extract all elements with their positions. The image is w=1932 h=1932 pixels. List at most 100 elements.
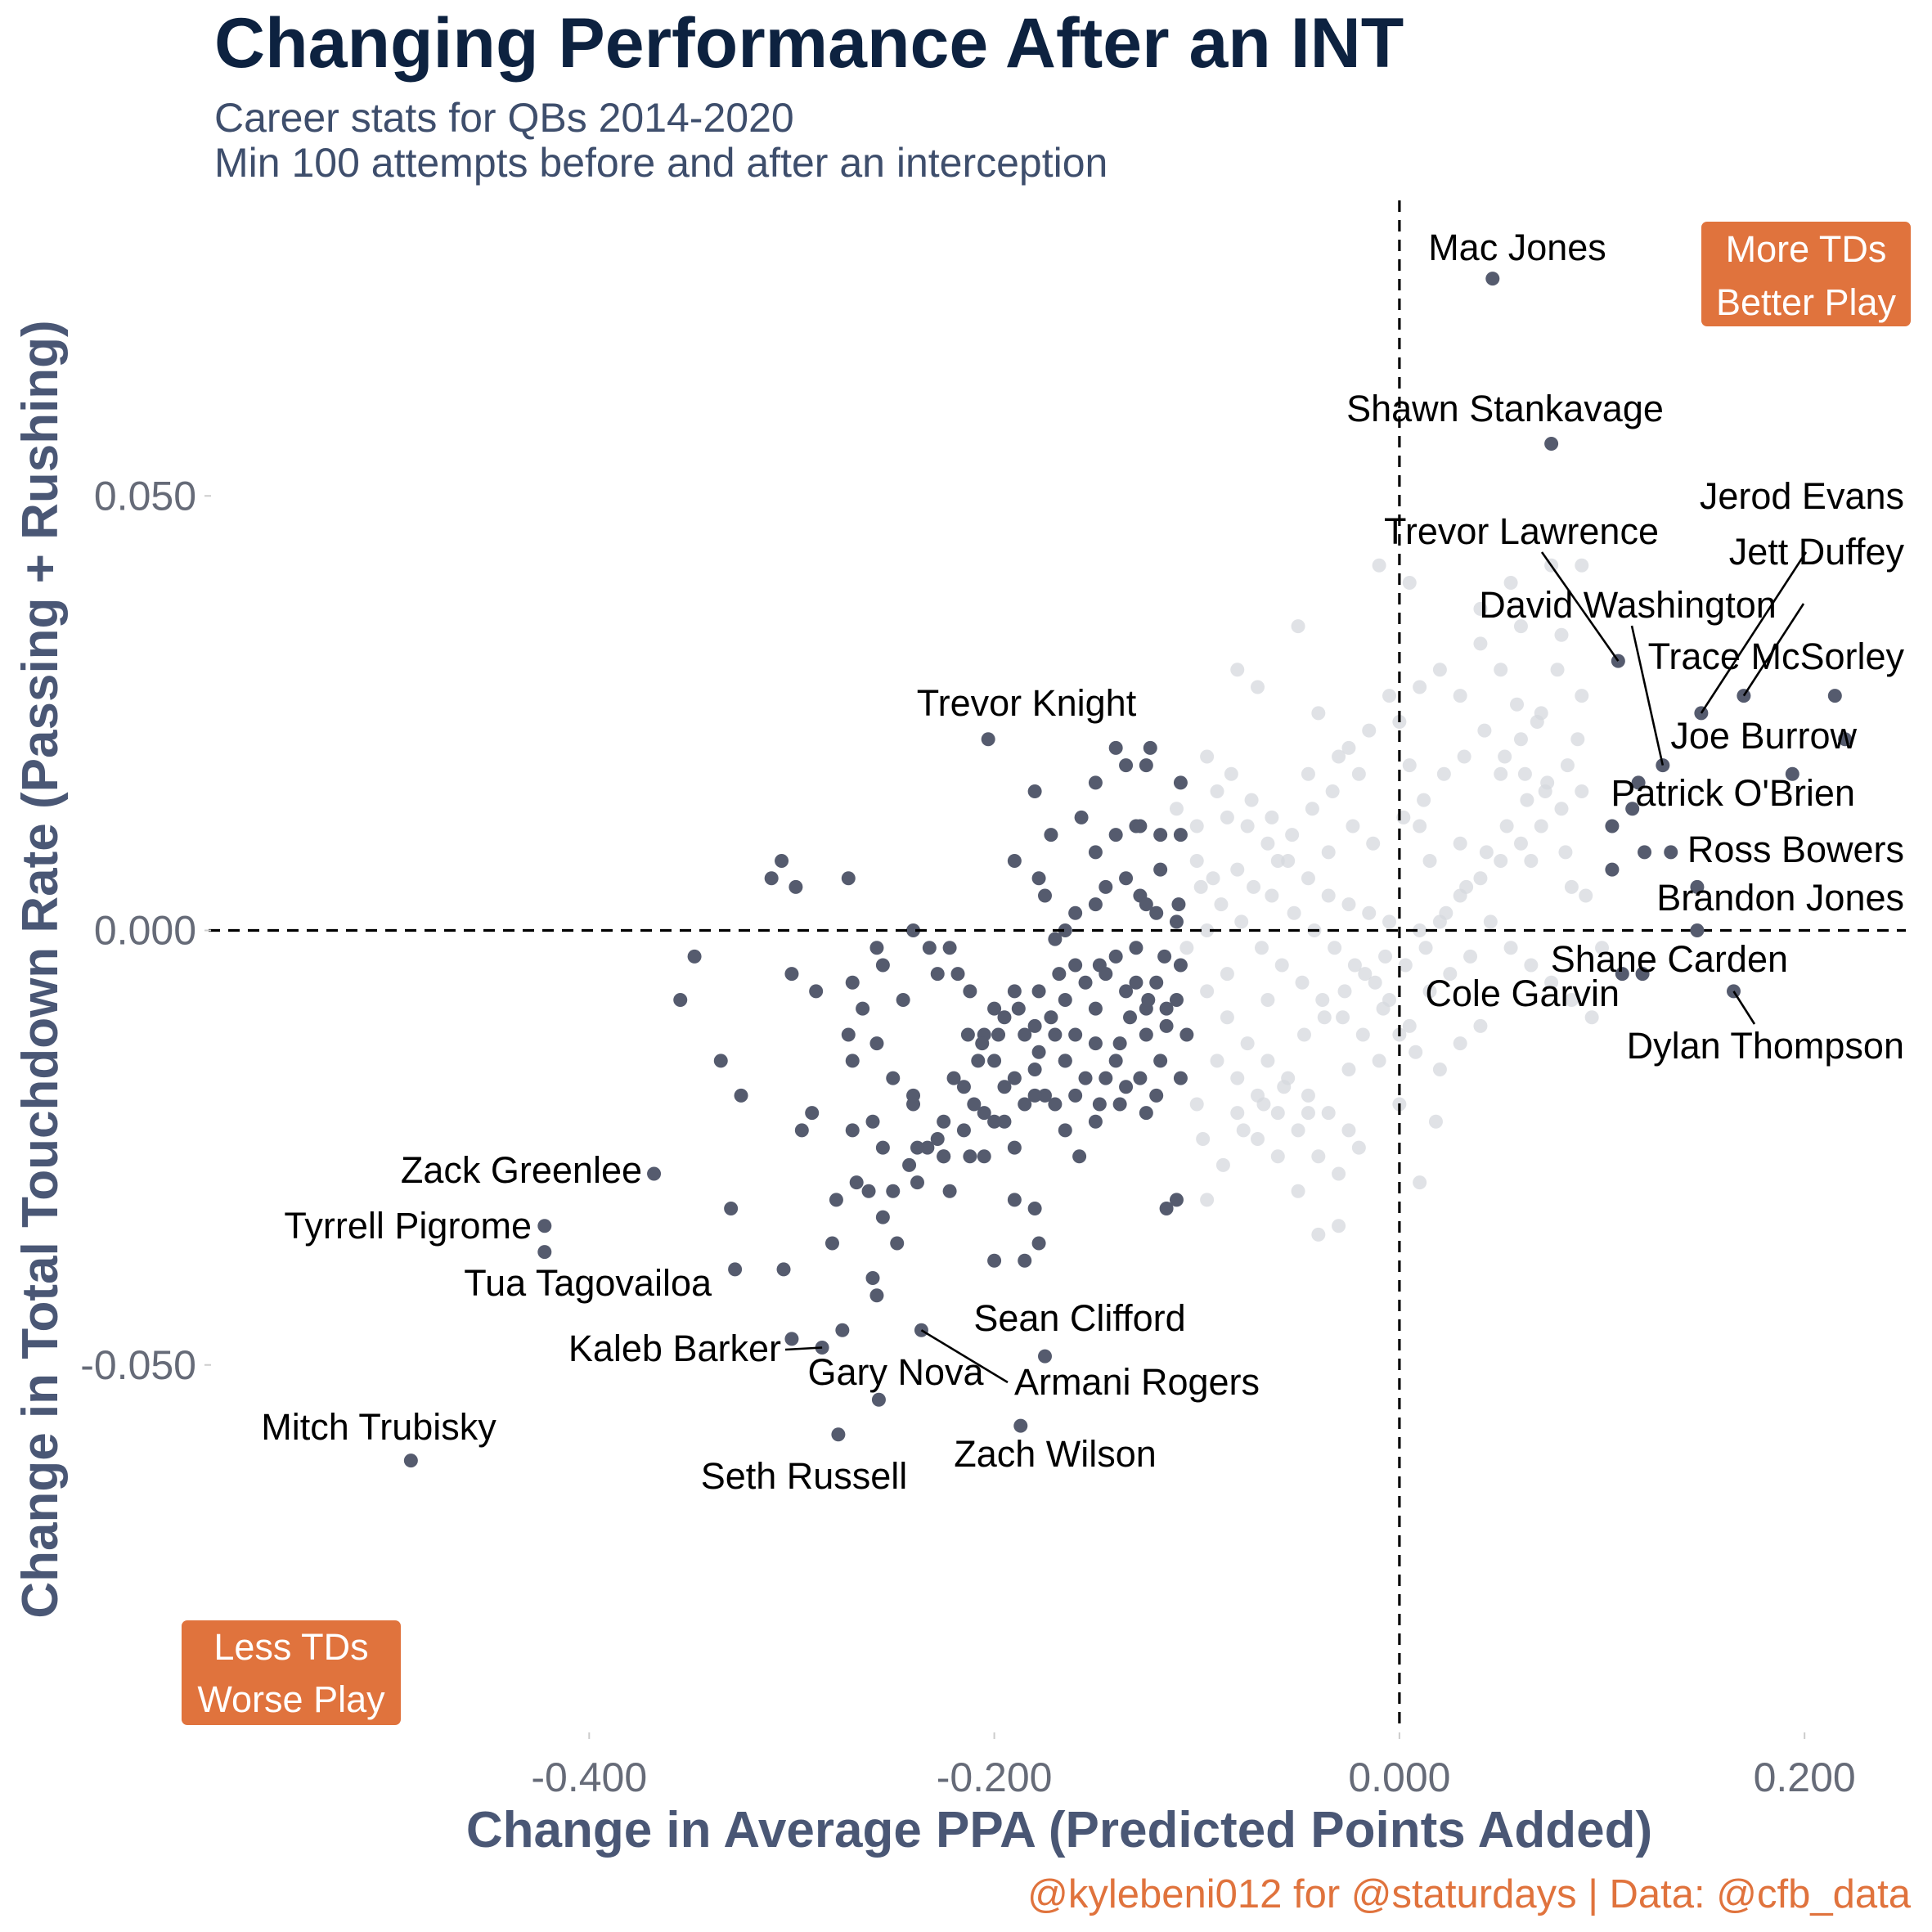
highlighted-point xyxy=(856,1001,870,1016)
labeled-point xyxy=(403,1453,418,1468)
background-point xyxy=(1503,941,1518,955)
highlighted-point xyxy=(1179,1027,1194,1042)
highlighted-point xyxy=(764,871,779,886)
point-label: Cole Garvin xyxy=(1425,973,1620,1014)
badge-less-tds-line-2: Worse Play xyxy=(197,1678,385,1720)
background-point xyxy=(1291,1123,1305,1138)
highlighted-point xyxy=(987,1253,1002,1268)
background-point xyxy=(1413,1175,1427,1190)
background-point xyxy=(1301,1088,1315,1103)
background-point xyxy=(1372,1054,1386,1068)
background-point xyxy=(1251,1132,1265,1146)
background-point xyxy=(1558,845,1573,860)
background-point xyxy=(1494,766,1508,781)
background-point xyxy=(1260,836,1275,851)
highlighted-point xyxy=(1092,1097,1107,1112)
background-point xyxy=(1311,706,1326,721)
background-point xyxy=(1428,1114,1443,1129)
labeled-point xyxy=(1013,1418,1028,1433)
background-point xyxy=(1189,854,1204,868)
background-point xyxy=(1200,749,1215,764)
highlighted-point xyxy=(1007,854,1022,868)
highlighted-point xyxy=(1038,1088,1052,1103)
highlighted-point xyxy=(1129,975,1143,990)
highlighted-point xyxy=(728,1262,743,1277)
highlighted-point xyxy=(1173,958,1188,973)
highlighted-point xyxy=(942,941,957,955)
highlighted-point xyxy=(1044,828,1058,842)
background-point xyxy=(1473,601,1488,616)
highlighted-point xyxy=(1007,984,1022,999)
background-point xyxy=(1200,1193,1215,1207)
background-point xyxy=(1459,879,1474,894)
chart-subtitle-line-2: Min 100 attempts before and after an int… xyxy=(214,140,1108,186)
background-point xyxy=(1189,1097,1204,1112)
background-point xyxy=(1473,871,1488,886)
background-point xyxy=(1254,941,1269,955)
background-point xyxy=(1215,1157,1230,1172)
highlighted-point xyxy=(1031,871,1046,886)
background-point xyxy=(1402,1018,1417,1033)
highlighted-point xyxy=(1007,1193,1022,1207)
background-point xyxy=(1550,663,1565,677)
highlighted-point xyxy=(1108,740,1123,755)
highlighted-point xyxy=(977,1149,991,1164)
background-point xyxy=(1524,854,1539,868)
x-tick-label: 0.000 xyxy=(1348,1755,1450,1800)
highlighted-point xyxy=(875,1140,890,1155)
label-leader-line xyxy=(920,1329,1009,1384)
background-point xyxy=(1432,663,1447,677)
background-point xyxy=(1453,836,1467,851)
background-point xyxy=(1317,1010,1332,1025)
highlighted-point xyxy=(875,958,890,973)
background-point xyxy=(1362,723,1377,738)
background-point xyxy=(1560,758,1575,773)
highlighted-point xyxy=(1169,914,1184,929)
highlighted-point xyxy=(1088,1001,1103,1016)
background-point xyxy=(1193,879,1208,894)
background-point xyxy=(1265,810,1279,824)
highlighted-point xyxy=(1092,958,1107,973)
background-point xyxy=(1575,558,1589,573)
background-point xyxy=(1332,1166,1346,1181)
point-label: Jett Duffey xyxy=(1729,531,1905,573)
y-tick-label: 0.000 xyxy=(94,908,196,954)
highlighted-point xyxy=(1149,905,1164,920)
labeled-point xyxy=(831,1427,846,1442)
highlighted-point xyxy=(1625,802,1640,816)
y-tick-label: 0.050 xyxy=(94,473,196,519)
background-point xyxy=(1296,1027,1311,1042)
background-point xyxy=(1483,914,1498,929)
background-point xyxy=(1251,680,1265,694)
highlighted-point xyxy=(1044,1010,1058,1025)
background-point xyxy=(1517,766,1532,781)
highlighted-point xyxy=(1031,1045,1046,1059)
background-point xyxy=(1579,888,1593,903)
highlighted-point xyxy=(896,993,910,1007)
point-label: Ross Bowers xyxy=(1687,829,1904,870)
highlighted-point xyxy=(861,1184,876,1198)
background-point xyxy=(1358,967,1373,982)
point-label: Trevor Lawrence xyxy=(1384,510,1659,552)
background-point xyxy=(1270,1149,1285,1164)
background-point xyxy=(1436,766,1451,781)
background-point xyxy=(1372,558,1386,573)
background-point xyxy=(1473,1018,1488,1033)
point-label: Brandon Jones xyxy=(1656,877,1904,919)
highlighted-point xyxy=(809,984,824,999)
highlighted-point xyxy=(1031,1236,1046,1251)
highlighted-point xyxy=(1088,1036,1103,1051)
highlighted-point xyxy=(963,1149,977,1164)
highlighted-point xyxy=(946,1071,961,1085)
highlighted-point xyxy=(1058,923,1072,937)
background-point xyxy=(1200,923,1215,937)
background-point xyxy=(1564,993,1579,1007)
background-point xyxy=(1332,1219,1346,1233)
background-point xyxy=(1422,854,1437,868)
highlighted-point xyxy=(906,923,921,937)
labeled-point xyxy=(1664,845,1678,860)
highlighted-point xyxy=(1605,819,1620,833)
highlighted-point xyxy=(845,975,860,990)
background-point xyxy=(1453,1036,1467,1051)
highlighted-point xyxy=(960,1027,975,1042)
